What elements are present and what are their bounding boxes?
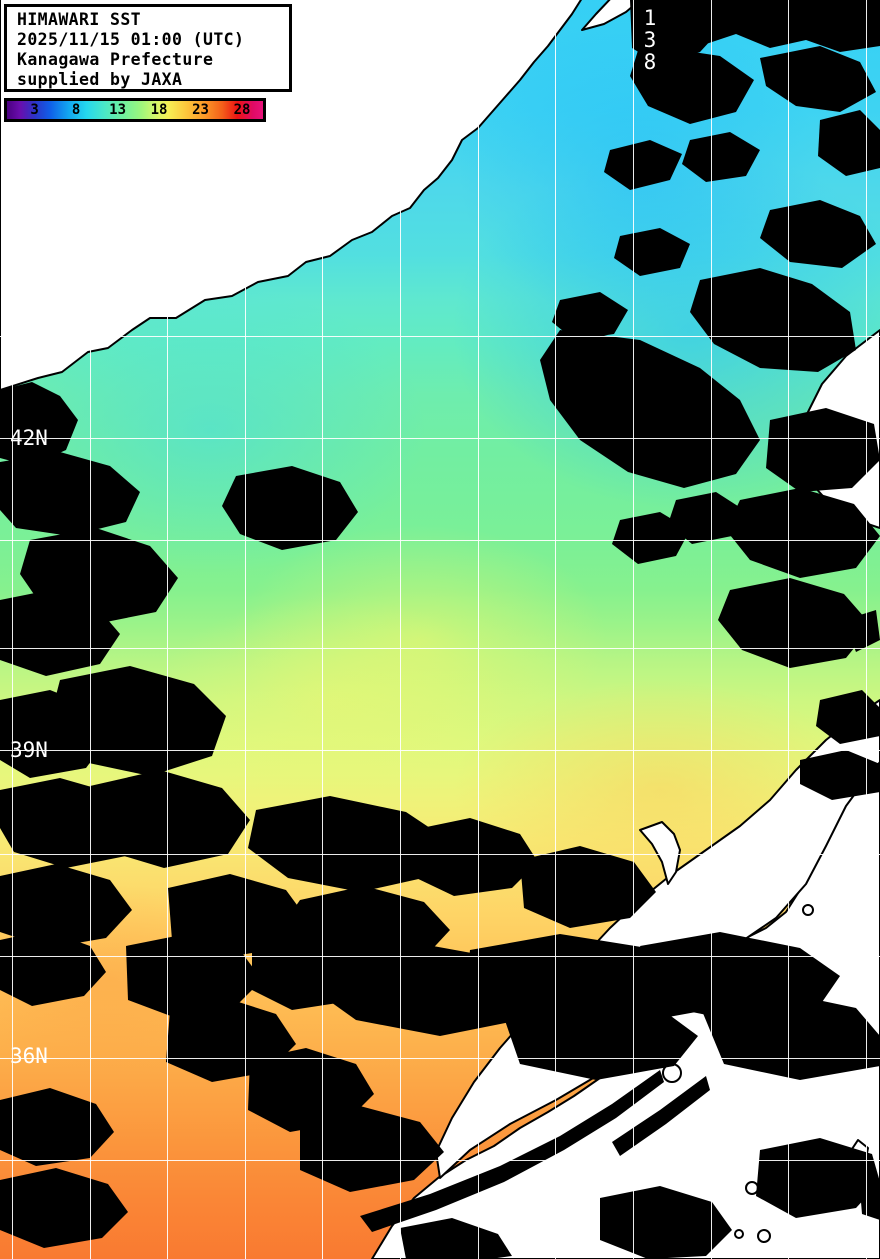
- colorbar-tick-28: 28: [233, 102, 251, 118]
- colorbar-tick-3: 3: [30, 102, 39, 118]
- info-timestamp: 2025/11/15 01:00 (UTC): [17, 30, 245, 49]
- info-box: HIMAWARI SST 2025/11/15 01:00 (UTC) Kana…: [4, 4, 292, 92]
- colorbar-tick-23: 23: [192, 102, 209, 118]
- colorbar-tick-8: 8: [71, 102, 81, 118]
- colorbar-gradient: [7, 101, 263, 119]
- colorbar-tick-18: 18: [150, 102, 168, 118]
- info-title: HIMAWARI SST: [17, 10, 142, 29]
- info-credit: supplied by JAXA: [17, 70, 183, 89]
- info-region: Kanagawa Prefecture: [17, 50, 214, 69]
- colorbar-tick-13: 13: [109, 102, 127, 118]
- temperature-colorbar: 3 8 13 18 23 28: [4, 98, 266, 122]
